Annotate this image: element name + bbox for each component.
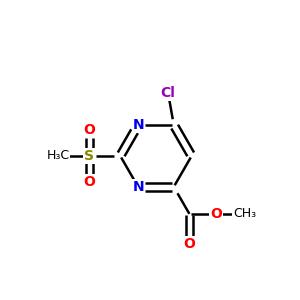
Text: O: O bbox=[183, 237, 195, 250]
Text: CH₃: CH₃ bbox=[233, 207, 256, 220]
Text: O: O bbox=[210, 207, 222, 221]
Text: O: O bbox=[83, 175, 95, 189]
Text: Cl: Cl bbox=[161, 86, 176, 100]
Text: O: O bbox=[83, 123, 95, 137]
Text: S: S bbox=[84, 149, 94, 163]
Text: N: N bbox=[132, 180, 144, 194]
Text: H₃C: H₃C bbox=[46, 149, 69, 162]
Text: N: N bbox=[132, 118, 144, 132]
